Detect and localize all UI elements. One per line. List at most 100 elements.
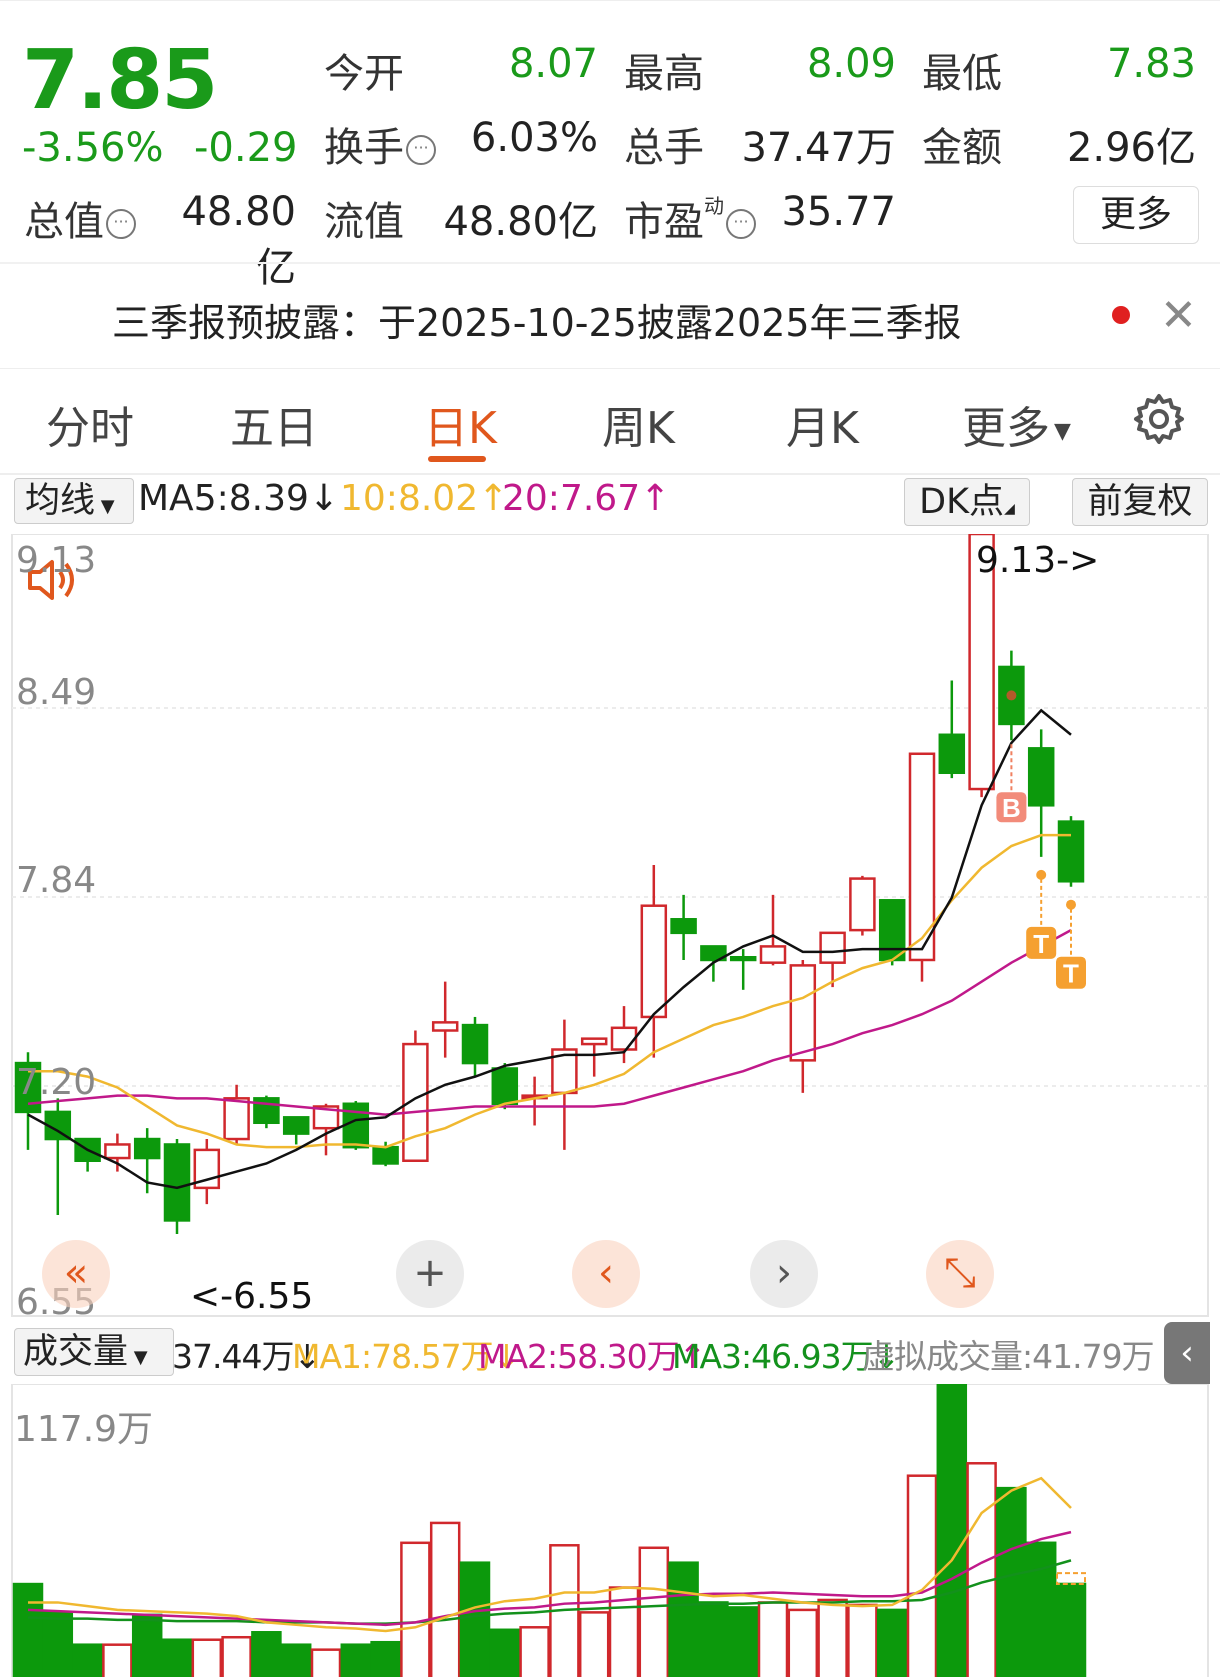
tab-daily-k[interactable]: 日K [424, 403, 497, 454]
chevron-down-icon: ▼ [128, 1347, 148, 1368]
arrow-down-icon: ↓ [293, 1337, 321, 1376]
ma5-line [27, 708, 1072, 1190]
candle-body [163, 1143, 191, 1222]
candle-body [312, 1105, 340, 1130]
candle-body [104, 1143, 131, 1160]
info-icon[interactable]: ··· [406, 135, 436, 165]
volume-chart[interactable] [0, 1384, 1220, 1677]
price-axis-label: 8.49 [16, 672, 97, 713]
volume-bar [280, 1643, 312, 1677]
buy-signal-badge [996, 792, 1027, 823]
ma20-readout: 20:7.67↑ [502, 478, 670, 519]
scroll-to-start-icon[interactable]: « [42, 1240, 110, 1308]
low-label: 最低 [922, 51, 1002, 97]
indicator-selector[interactable]: 均线 ▼ [14, 478, 134, 524]
open-label: 今开 [324, 51, 404, 97]
change-amount: -0.29 [194, 125, 298, 171]
gear-icon[interactable] [1132, 392, 1186, 446]
tab-monthly-k[interactable]: 月K [786, 403, 859, 454]
volume-bar [489, 1628, 521, 1677]
signal-dot [1036, 869, 1047, 880]
volume-bar [340, 1643, 372, 1677]
info-icon[interactable]: ··· [106, 209, 136, 239]
chevron-left-icon[interactable]: ‹ [572, 1240, 640, 1308]
change-percent: -3.56% [22, 125, 164, 171]
volume-bar [310, 1648, 342, 1677]
candle-body [908, 752, 936, 962]
fullscreen-icon[interactable]: ⤡ [926, 1240, 994, 1308]
volume-indicator-selector[interactable]: 成交量 ▼ [14, 1328, 174, 1376]
candle-body [372, 1145, 399, 1165]
pe-label[interactable]: 市盈动··· [624, 189, 756, 247]
notice-text[interactable]: 三季报预披露：于2025-10-25披露2025年三季报 [112, 301, 962, 345]
ma10-readout: 10:8.02↑ [340, 478, 508, 519]
candle-body [849, 877, 876, 932]
candle-body [819, 931, 846, 964]
chevron-down-icon: ▼ [95, 496, 115, 517]
volume-bar [459, 1561, 491, 1677]
candle-body [282, 1116, 310, 1135]
pe-label-text: 市盈 [624, 199, 704, 245]
candle-body [1027, 747, 1055, 807]
ma20-line [27, 929, 1072, 1116]
tab-weekly-k[interactable]: 周K [602, 403, 675, 454]
candle-body [968, 534, 995, 791]
arrow-down-icon: ↓ [492, 1337, 521, 1376]
arrow-down-icon: ↓ [308, 478, 340, 519]
vol-ma3-line [27, 1559, 1072, 1625]
mktcap-value: 48.80亿 [181, 189, 296, 291]
tab-intraday[interactable]: 分时 [46, 403, 134, 454]
zoom-in-icon[interactable]: + [396, 1240, 464, 1308]
volume-bar [429, 1521, 461, 1677]
volume-bar [519, 1626, 550, 1677]
volume-bar [996, 1486, 1027, 1677]
vol-ma1-value: MA1:78.57万 [292, 1337, 494, 1376]
price-axis-label: 9.13 [16, 540, 97, 581]
chart-tabs [0, 368, 1220, 475]
candle-body [461, 1023, 489, 1065]
ma5-value: MA5:8.39 [138, 478, 309, 519]
volume-bar [1025, 1541, 1057, 1677]
candlestick-chart[interactable]: B TT [0, 534, 1220, 1324]
notice-bar[interactable] [0, 264, 1220, 600]
candle-body [700, 945, 727, 962]
tab-more[interactable]: 更多 ▼ [962, 392, 1071, 456]
vol-ma2-value: MA2:58.30万 [478, 1337, 680, 1376]
volume-current-value: 37.44万 [172, 1337, 294, 1376]
pe-dynamic-mark: 动 [704, 193, 724, 218]
collapse-panel-icon[interactable]: ‹ [1164, 1322, 1210, 1384]
tab-five-day[interactable]: 五日 [230, 403, 318, 454]
close-icon[interactable]: ✕ [1160, 290, 1197, 341]
ma10-line [28, 833, 1071, 1149]
volume-bar [698, 1601, 729, 1677]
info-icon[interactable]: ··· [726, 209, 756, 239]
pe-value: 35.77 [781, 189, 896, 235]
mktcap-label[interactable]: 总值 ··· [24, 189, 136, 247]
turnover-value: 6.03% [470, 115, 598, 161]
volume-bar [817, 1598, 848, 1677]
amount-label: 金额 [922, 125, 1002, 171]
arrow-up-icon: ↑ [478, 478, 509, 519]
volume-current: 37.44万↓ [172, 1330, 321, 1378]
dk-point-button[interactable]: DK点◢ [904, 478, 1030, 526]
ma10-value: 10:8.02 [340, 478, 479, 519]
tab-more-label: 更多 [962, 403, 1050, 454]
volume-bar [161, 1638, 193, 1677]
volume-bar [966, 1462, 997, 1677]
arrow-up-icon: ↑ [678, 1337, 707, 1376]
turnover-label[interactable]: 换手 ··· [324, 115, 436, 173]
volume-bar [578, 1611, 610, 1677]
candle-body [670, 918, 697, 935]
volume-bar [757, 1601, 789, 1677]
price-axis-label: 7.20 [16, 1062, 97, 1103]
volume-bar [42, 1611, 74, 1677]
adjust-button[interactable]: 前复权 [1072, 478, 1208, 526]
volume-bar [847, 1603, 878, 1677]
t-signal-label: T [1063, 959, 1079, 989]
mktcap-label-text: 总值 [24, 199, 104, 245]
chevron-right-icon[interactable]: › [750, 1240, 818, 1308]
more-quote-button[interactable]: 更多 [1073, 186, 1199, 244]
ma5-readout: MA5:8.39↓ [138, 478, 339, 519]
vol-ma3-value: MA3:46.93万 [672, 1337, 874, 1376]
ma20-value: 20:7.67 [502, 478, 641, 519]
